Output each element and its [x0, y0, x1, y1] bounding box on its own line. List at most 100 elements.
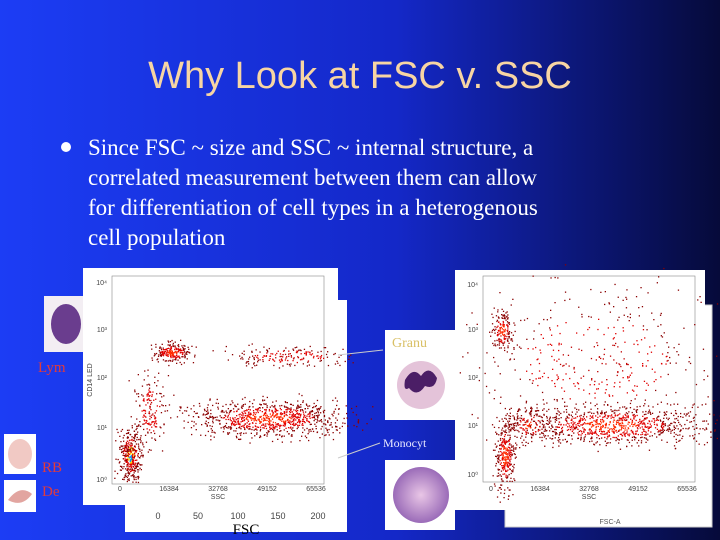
scatter-dot	[694, 324, 696, 326]
scatter-dot	[662, 423, 664, 425]
scatter-dot	[502, 344, 504, 346]
scatter-dot	[526, 420, 528, 423]
scatter-dot	[500, 335, 502, 337]
scatter-dot	[646, 426, 648, 428]
scatter-dot	[592, 415, 594, 417]
scatter-dot	[301, 435, 303, 437]
scatter-dot	[507, 317, 509, 319]
scatter-dot	[268, 419, 271, 421]
scatter-dot	[489, 331, 491, 333]
scatter-dot	[313, 416, 315, 418]
scatter-dot	[702, 348, 705, 350]
scatter-dot	[564, 438, 566, 441]
scatter-dot	[619, 407, 621, 409]
scatter-dot	[667, 428, 669, 430]
scatter-dot	[541, 423, 544, 425]
scatter-dot	[519, 419, 521, 422]
scatter-dot	[632, 430, 634, 433]
scatter-dot	[299, 410, 302, 412]
scatter-dot	[679, 439, 681, 442]
scatter-dot	[621, 427, 623, 430]
scatter-dot	[523, 417, 525, 420]
scatter-dot	[150, 423, 152, 425]
scatter-dot	[570, 419, 572, 421]
scatter-dot	[507, 347, 509, 349]
scatter-dot	[513, 453, 515, 455]
scatter-dot	[227, 408, 229, 410]
scatter-dot	[128, 453, 131, 455]
scatter-dot	[507, 420, 509, 422]
scatter-dot	[309, 423, 311, 426]
scatter-dot	[511, 480, 513, 483]
scatter-dot	[306, 404, 308, 406]
scatter-dot	[145, 416, 147, 418]
scatter-dot	[211, 431, 213, 433]
scatter-dot	[141, 464, 143, 466]
scatter-dot	[141, 410, 143, 412]
scatter-dot	[513, 348, 515, 350]
scatter-dot	[257, 407, 259, 410]
scatter-dot	[606, 417, 608, 419]
scatter-dot	[502, 445, 504, 447]
scatter-dot	[516, 416, 519, 418]
scatter-dot	[560, 431, 562, 433]
scatter-dot	[501, 314, 503, 316]
scatter-dot	[635, 430, 637, 432]
scatter-dot	[172, 355, 174, 357]
scatter-dot	[140, 440, 142, 442]
scatter-dot	[498, 420, 501, 422]
scatter-dot	[564, 299, 566, 302]
scatter-dot	[514, 330, 516, 333]
scatter-dot	[285, 406, 288, 408]
scatter-dot	[589, 423, 591, 426]
scatter-dot	[159, 435, 161, 437]
scatter-dot	[639, 418, 641, 421]
scatter-dot	[498, 454, 500, 456]
scatter-dot	[478, 379, 480, 382]
scatter-dot	[298, 349, 300, 351]
scatter-dot	[558, 344, 560, 346]
scatter-dot	[286, 402, 288, 404]
scatter-dot	[510, 304, 512, 306]
scatter-dot	[668, 427, 670, 429]
scatter-dot	[645, 431, 647, 433]
scatter-dot	[126, 449, 129, 451]
scatter-dot	[320, 406, 322, 408]
scatter-dot	[505, 461, 507, 463]
scatter-dot	[164, 349, 166, 351]
scatter-dot	[272, 421, 274, 423]
scatter-dot	[639, 420, 641, 422]
scatter-dot	[266, 396, 268, 399]
scatter-dot	[139, 450, 141, 452]
scatter-dot	[169, 359, 171, 362]
scatter-dot	[242, 415, 244, 417]
scatter-dot	[636, 424, 638, 427]
scatter-dot	[316, 418, 318, 421]
scatter-dot	[288, 422, 291, 424]
scatter-dot	[512, 428, 515, 430]
scatter-dot	[163, 432, 165, 434]
scatter-dot	[625, 425, 627, 427]
scatter-dot	[653, 319, 655, 321]
scatter-dot	[502, 444, 504, 446]
scatter-dot	[622, 370, 624, 372]
scatter-dot	[513, 448, 515, 450]
scatter-dot	[663, 414, 666, 416]
scatter-dot	[123, 434, 125, 437]
scatter-dot	[554, 385, 556, 388]
scatter-dot	[133, 454, 135, 456]
scatter-dot	[701, 404, 703, 406]
scatter-dot	[512, 449, 514, 452]
scatter-dot	[535, 410, 537, 412]
scatter-dot	[591, 431, 593, 433]
scatter-dot	[631, 436, 634, 438]
scatter-dot	[635, 410, 637, 412]
scatter-dot	[543, 403, 545, 405]
scatter-dot	[210, 435, 212, 437]
scatter-dot	[290, 421, 292, 423]
scatter-dot	[323, 409, 326, 412]
scatter-dot	[527, 419, 529, 421]
scatter-dot	[635, 437, 637, 439]
scatter-dot	[262, 423, 264, 425]
scatter-dot	[241, 416, 243, 419]
